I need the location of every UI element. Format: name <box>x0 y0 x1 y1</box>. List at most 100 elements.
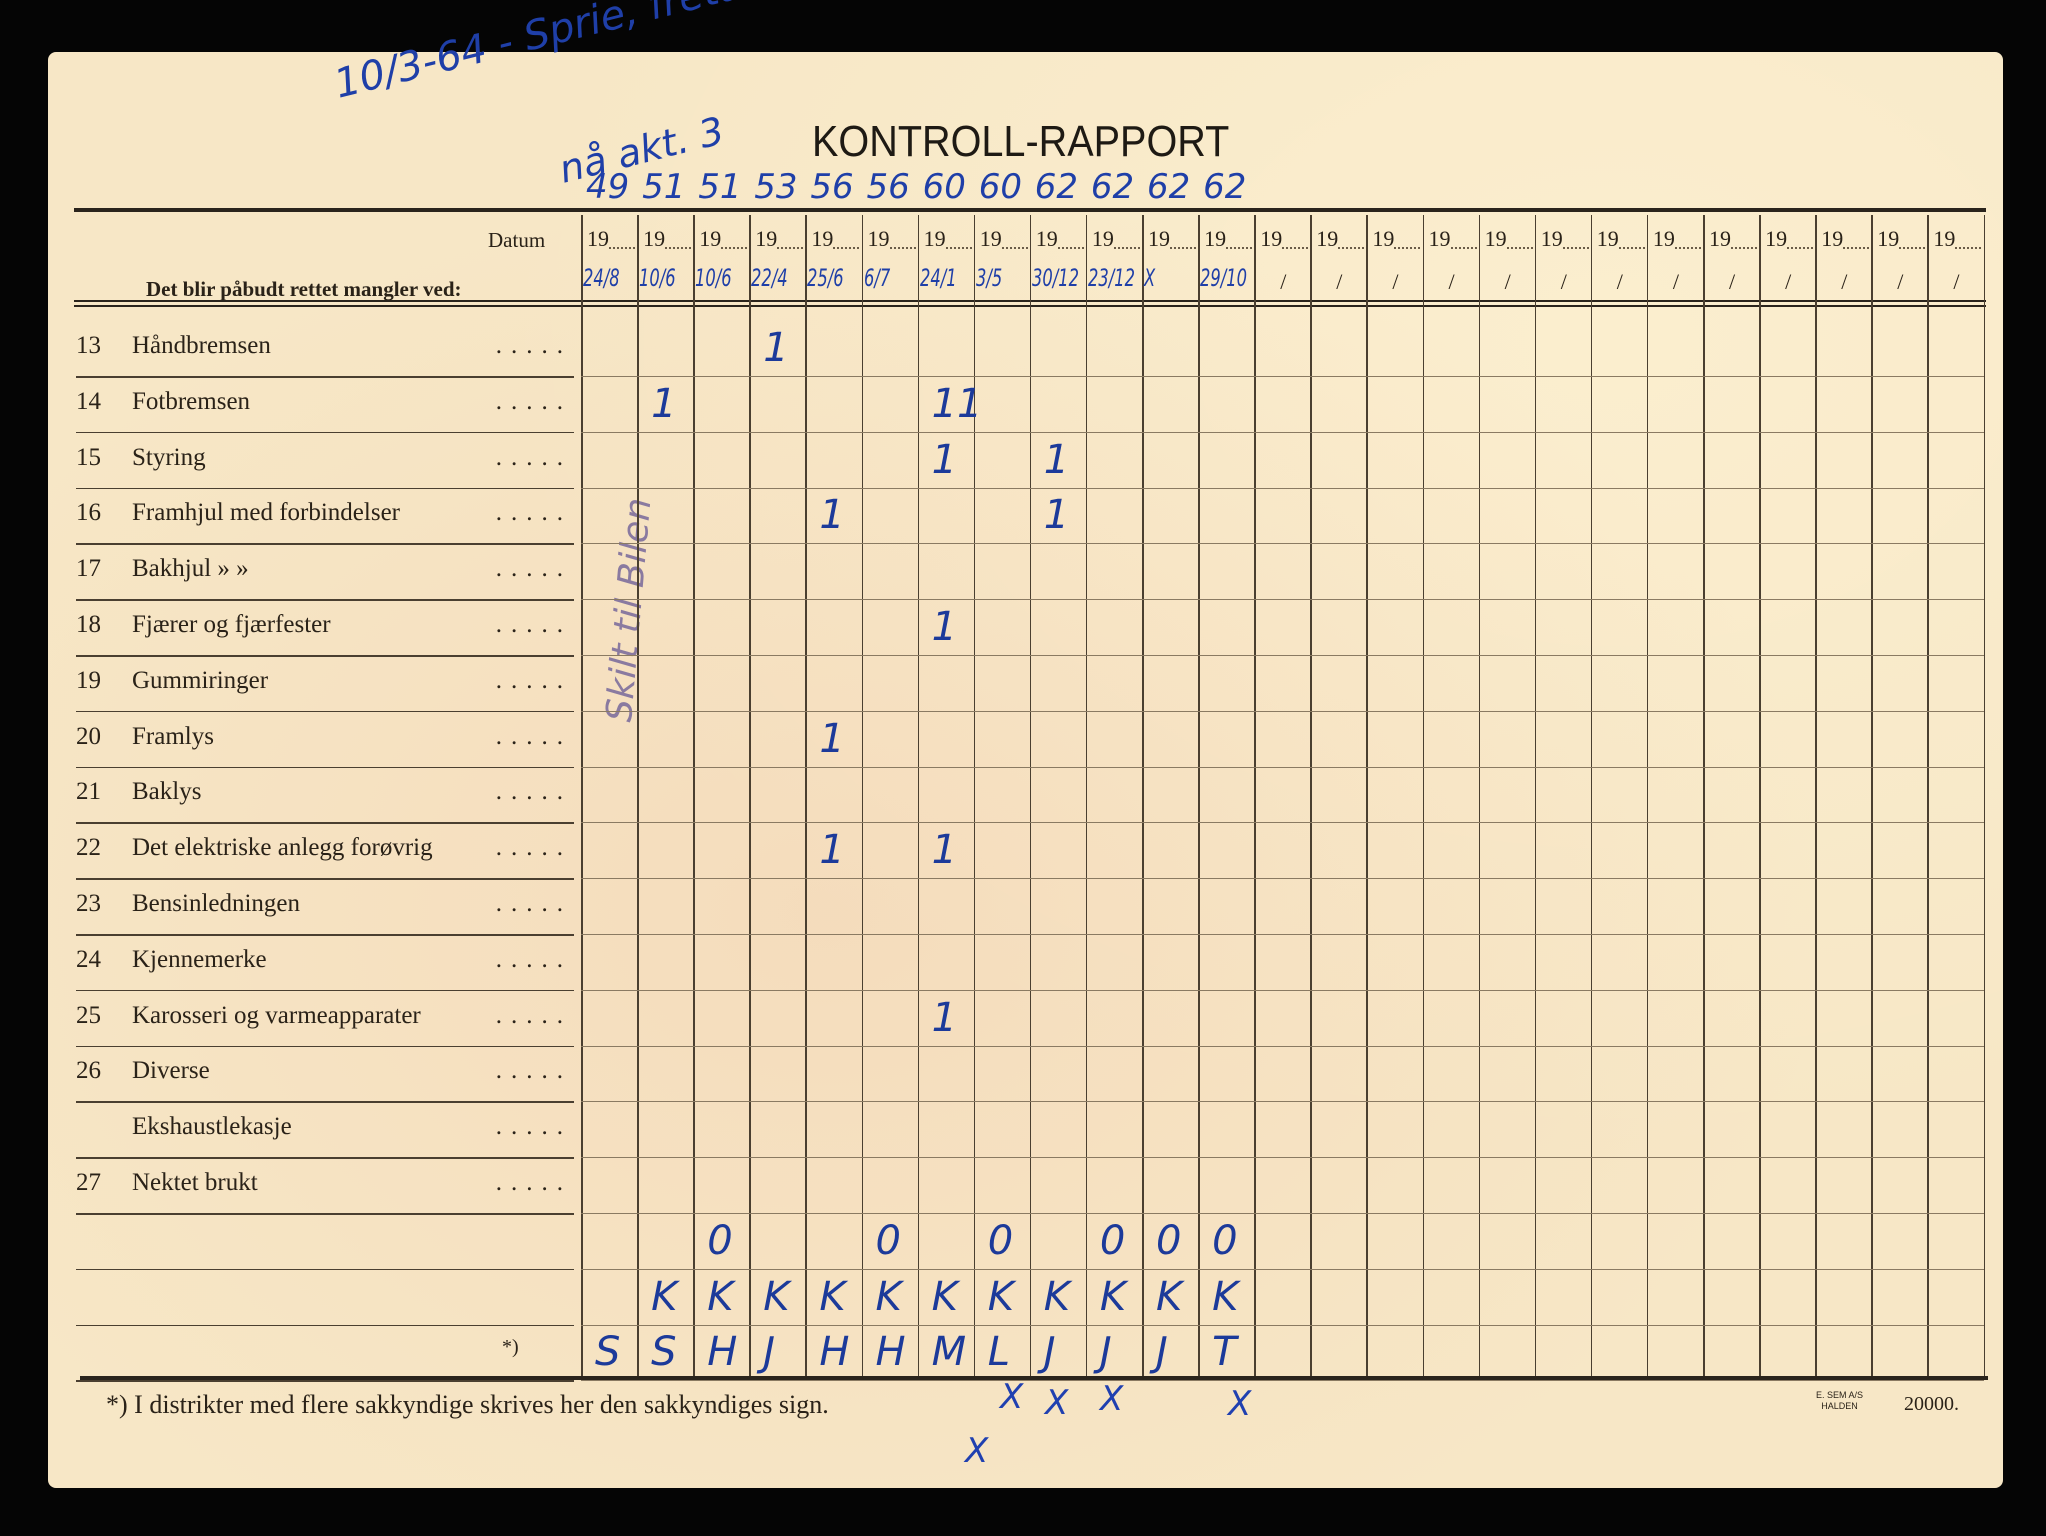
grid-row-line <box>581 1045 1984 1047</box>
row-label: Håndbremsen <box>132 332 271 359</box>
instruction-label: Det blir påbudt rettet mangler ved: <box>146 277 462 301</box>
handwritten-year: 51 <box>642 167 686 207</box>
grid-column-line <box>1478 215 1481 1376</box>
year-dotted-line <box>1338 247 1365 249</box>
handwritten-year: 62 <box>1203 167 1247 207</box>
dot-leader: ..... <box>495 555 572 583</box>
date-slash: / <box>1953 269 1960 294</box>
year-prefix: 19 <box>1877 226 1900 251</box>
row-number: 18 <box>76 611 101 638</box>
year-dotted-line <box>1394 247 1421 249</box>
date-slash: / <box>1672 269 1680 294</box>
row-underline <box>76 822 574 824</box>
grid-row-line <box>581 655 1984 656</box>
grid-column-line <box>1815 215 1817 1376</box>
handwritten-cross: X <box>1228 1384 1252 1424</box>
handwritten-date: 29/10 <box>1200 264 1248 292</box>
row-number: 23 <box>76 890 101 917</box>
handwritten-mark: 1 <box>819 827 845 874</box>
year-dotted-line <box>1843 247 1870 249</box>
handwritten-mark: K <box>875 1273 902 1320</box>
row-underline <box>76 487 574 490</box>
handwritten-year: 53 <box>754 167 798 207</box>
year-dotted-line <box>1618 247 1645 249</box>
handwritten-mark: H <box>819 1329 850 1376</box>
year-dotted-line <box>1001 247 1028 249</box>
grid-column-line <box>1310 215 1312 1376</box>
grid-row-line <box>581 934 1984 935</box>
year-prefix: 19 <box>1428 226 1451 251</box>
year-prefix: 19 <box>1709 226 1731 251</box>
handwritten-date: 25/6 <box>807 264 845 292</box>
grid-row-line <box>581 710 1984 712</box>
handwritten-mark: S <box>595 1329 621 1376</box>
grid-column-line <box>973 215 976 1376</box>
row-label: Bakhjul » » <box>132 555 249 583</box>
header-top-rule <box>74 208 1986 212</box>
handwritten-mark: H <box>707 1329 738 1376</box>
year-prefix: 19 <box>1484 226 1507 251</box>
row-number: 16 <box>76 499 101 527</box>
year-prefix: 19 <box>643 226 666 251</box>
year-dotted-line <box>1113 247 1140 249</box>
row-label: Styring <box>132 443 206 471</box>
grid-column-line <box>1029 215 1032 1376</box>
row-label: Kjennemerke <box>132 945 267 973</box>
row-number: 26 <box>76 1057 101 1085</box>
year-prefix: 19 <box>1091 226 1114 251</box>
handwritten-mark: K <box>1156 1273 1183 1320</box>
handwritten-year: 60 <box>922 167 966 207</box>
row-label: Ekshaustlekasje <box>132 1113 292 1141</box>
dot-leader: ..... <box>495 1113 572 1141</box>
grid-column-line <box>861 215 863 1376</box>
row-label: Karosseri og varmeapparater <box>132 1001 421 1029</box>
row-label: Det elektriske anlegg forøvrig <box>132 834 433 862</box>
grid-column-line <box>1366 215 1368 1376</box>
handwritten-mark: L <box>987 1329 1010 1376</box>
handwritten-year: 62 <box>1147 167 1191 207</box>
handwritten-year: 62 <box>1034 167 1079 207</box>
year-dotted-line <box>1226 247 1253 249</box>
signature-row-marker: *) <box>502 1336 519 1359</box>
row-label: Diverse <box>132 1057 210 1085</box>
form-number: 20000. <box>1904 1393 1959 1415</box>
dot-leader: ..... <box>495 1057 572 1085</box>
handwritten-mark: K <box>987 1273 1014 1320</box>
handwritten-mark: J <box>1099 1329 1112 1376</box>
dot-leader: ..... <box>495 945 572 973</box>
grid-row-line <box>581 878 1984 880</box>
grid-row-line <box>581 487 1984 489</box>
row-label: Framlys <box>132 722 214 750</box>
handwritten-date: 3/5 <box>975 264 1002 292</box>
year-prefix: 19 <box>1035 226 1058 251</box>
dot-leader: ..... <box>495 1001 572 1029</box>
row-underline <box>76 543 574 545</box>
datum-label: Datum <box>488 228 546 252</box>
year-dotted-line <box>721 247 748 249</box>
year-prefix: 19 <box>867 226 890 251</box>
handwritten-mark: T <box>1212 1329 1237 1376</box>
row-number: 19 <box>76 666 101 694</box>
printer-imprint: E. SEM A/S HALDEN <box>1816 1390 1863 1412</box>
grid-column-line <box>1085 215 1088 1376</box>
date-slash: / <box>1897 269 1904 294</box>
handwritten-mark: K <box>1099 1273 1127 1320</box>
year-prefix: 19 <box>979 226 1002 251</box>
dot-leader: ..... <box>495 499 572 527</box>
year-dotted-line <box>1787 247 1814 249</box>
year-prefix: 19 <box>699 226 722 251</box>
grid-row-line <box>581 1380 1984 1382</box>
year-prefix: 19 <box>1148 226 1170 251</box>
year-dotted-line <box>1955 247 1982 249</box>
row-number: 20 <box>76 722 101 750</box>
year-dotted-line <box>609 247 635 249</box>
year-prefix: 19 <box>811 226 834 251</box>
handwritten-date: 24/1 <box>919 264 957 292</box>
handwritten-mark: K <box>1212 1273 1239 1320</box>
handwritten-year: 51 <box>698 167 742 207</box>
date-slash: / <box>1841 269 1848 294</box>
row-underline <box>76 376 574 378</box>
handwritten-mark: J <box>1156 1329 1168 1376</box>
row-number: 15 <box>76 443 101 471</box>
handwritten-mark: 1 <box>819 492 845 539</box>
